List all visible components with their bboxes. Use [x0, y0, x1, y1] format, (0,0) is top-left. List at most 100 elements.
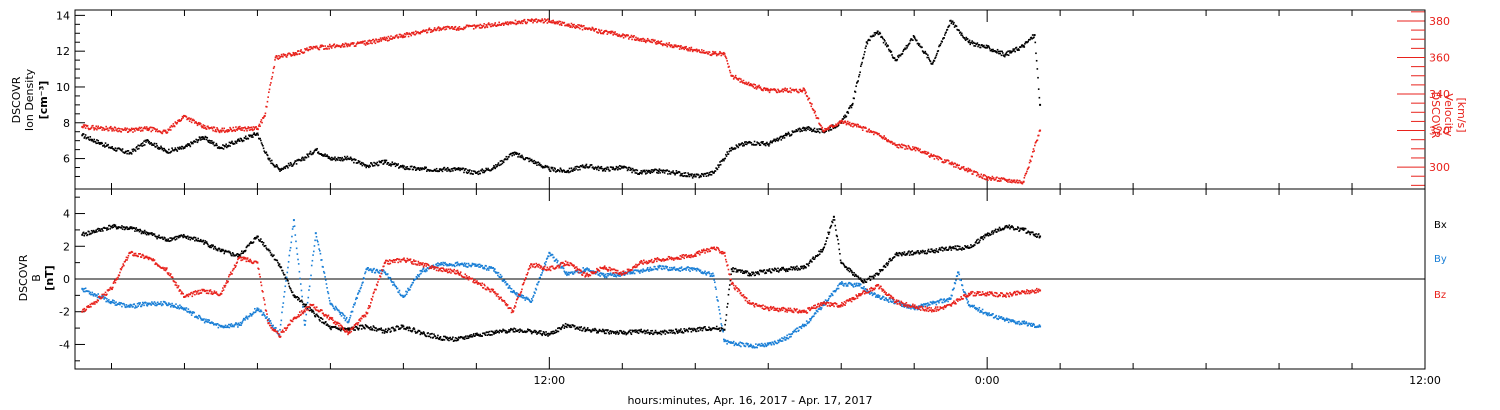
- density-sample-dot: [427, 169, 430, 171]
- density-sample-dot: [454, 169, 457, 171]
- velocity-sample-dot: [689, 48, 692, 51]
- density-sample-dot: [972, 41, 975, 44]
- velocity-data-point: [274, 56, 277, 59]
- velocity-sample-dot: [186, 118, 188, 121]
- bx-sample-dot: [1026, 231, 1029, 234]
- bx-sample-dot: [489, 334, 492, 336]
- density-sample-dot: [721, 160, 723, 162]
- velocity-sample-dot: [253, 128, 255, 131]
- density-sample-dot: [345, 158, 348, 161]
- density-sample-dot: [1031, 37, 1033, 40]
- bx-sample-dot: [966, 245, 969, 247]
- density-data-point: [1033, 34, 1036, 37]
- bx-sample-dot: [636, 331, 639, 334]
- density-sample-dot: [996, 48, 999, 51]
- velocity-sample-dot: [789, 87, 792, 90]
- velocity-sample-dot: [387, 35, 390, 38]
- velocity-sample-dot: [351, 42, 353, 45]
- bx-sample-dot: [658, 331, 661, 334]
- density-sample-dot: [373, 161, 375, 164]
- by-data-point: [858, 284, 861, 287]
- velocity-sample-dot: [824, 129, 827, 132]
- velocity-sample-dot: [175, 123, 178, 125]
- bx-sample-dot: [407, 329, 410, 332]
- velocity-sample-dot: [566, 24, 568, 27]
- velocity-sample-dot: [1008, 178, 1011, 181]
- density-sample-dot: [958, 29, 960, 32]
- density-sample-dot: [415, 168, 418, 171]
- density-sample-dot: [932, 61, 934, 64]
- density-sample-dot: [941, 40, 944, 43]
- velocity-sample-dot: [251, 128, 254, 130]
- by-sample-dot: [196, 316, 199, 318]
- by-sample-dot: [190, 314, 193, 316]
- velocity-sample-dot: [197, 121, 200, 124]
- bx-sample-dot: [413, 327, 415, 329]
- by-sample-dot: [164, 301, 166, 303]
- bx-sample-dot: [823, 246, 826, 249]
- bx-sample-dot: [242, 252, 244, 254]
- velocity-sample-dot: [403, 32, 406, 35]
- bx-sample-dot: [467, 337, 470, 339]
- density-sample-dot: [370, 162, 373, 164]
- bx-sample-dot: [631, 330, 634, 333]
- velocity-sample-dot: [282, 56, 284, 58]
- velocity-sample-dot: [944, 159, 946, 161]
- velocity-sample-dot: [401, 36, 404, 39]
- bx-sample-dot: [672, 329, 674, 332]
- density-sample-dot: [107, 143, 109, 146]
- bx-sample-dot: [659, 332, 661, 335]
- density-sample-dot: [727, 153, 730, 155]
- velocity-sample-dot: [478, 24, 480, 27]
- density-sample-dot: [481, 168, 484, 171]
- bx-sample-dot: [139, 228, 141, 231]
- density-sample-dot: [889, 49, 891, 52]
- bx-sample-dot: [723, 329, 725, 331]
- bx-sample-dot: [561, 326, 564, 328]
- bx-sample-dot: [654, 329, 657, 332]
- density-sample-dot: [865, 45, 867, 47]
- velocity-sample-dot: [611, 30, 614, 33]
- density-sample-dot: [228, 141, 231, 144]
- density-sample-dot: [193, 140, 196, 142]
- density-data-point: [1022, 44, 1025, 47]
- bx-sample-dot: [467, 335, 469, 337]
- bx-sample-dot: [164, 237, 166, 239]
- velocity-sample-dot: [613, 31, 615, 34]
- by-sample-dot: [246, 317, 248, 319]
- density-sample-dot: [219, 147, 222, 149]
- bx-sample-dot: [340, 329, 342, 332]
- density-sample-dot: [528, 160, 530, 163]
- density-sample-dot: [376, 161, 379, 164]
- by-sample-dot: [264, 315, 266, 317]
- density-sample-dot: [394, 162, 396, 165]
- bx-sample-dot: [930, 248, 933, 250]
- bx-sample-dot: [123, 226, 125, 228]
- density-sample-dot: [270, 162, 272, 165]
- by-sample-dot: [167, 304, 169, 306]
- bx-sample-dot: [543, 333, 546, 335]
- bx-sample-dot: [564, 325, 566, 328]
- density-sample-dot: [424, 166, 426, 168]
- velocity-sample-dot: [346, 45, 349, 48]
- bx-sample-dot: [562, 324, 565, 327]
- velocity-sample-dot: [687, 48, 690, 51]
- density-sample-dot: [891, 56, 894, 58]
- bx-sample-dot: [269, 251, 272, 254]
- velocity-sample-dot: [799, 88, 801, 91]
- density-sample-dot: [939, 44, 942, 47]
- bx-sample-dot: [412, 328, 414, 330]
- density-sample-dot: [991, 50, 994, 53]
- bx-sample-dot: [799, 268, 801, 271]
- density-sample-dot: [571, 169, 573, 172]
- density-sample-dot: [1031, 34, 1034, 36]
- density-sample-dot: [91, 138, 94, 141]
- bx-sample-dot: [926, 252, 929, 254]
- density-sample-dot: [441, 168, 443, 171]
- velocity-sample-dot: [928, 155, 930, 158]
- by-data-point: [128, 305, 131, 308]
- density-sample-dot: [558, 170, 561, 173]
- velocity-sample-dot: [216, 128, 219, 131]
- density-sample-dot: [620, 165, 622, 168]
- velocity-sample-dot: [474, 25, 476, 27]
